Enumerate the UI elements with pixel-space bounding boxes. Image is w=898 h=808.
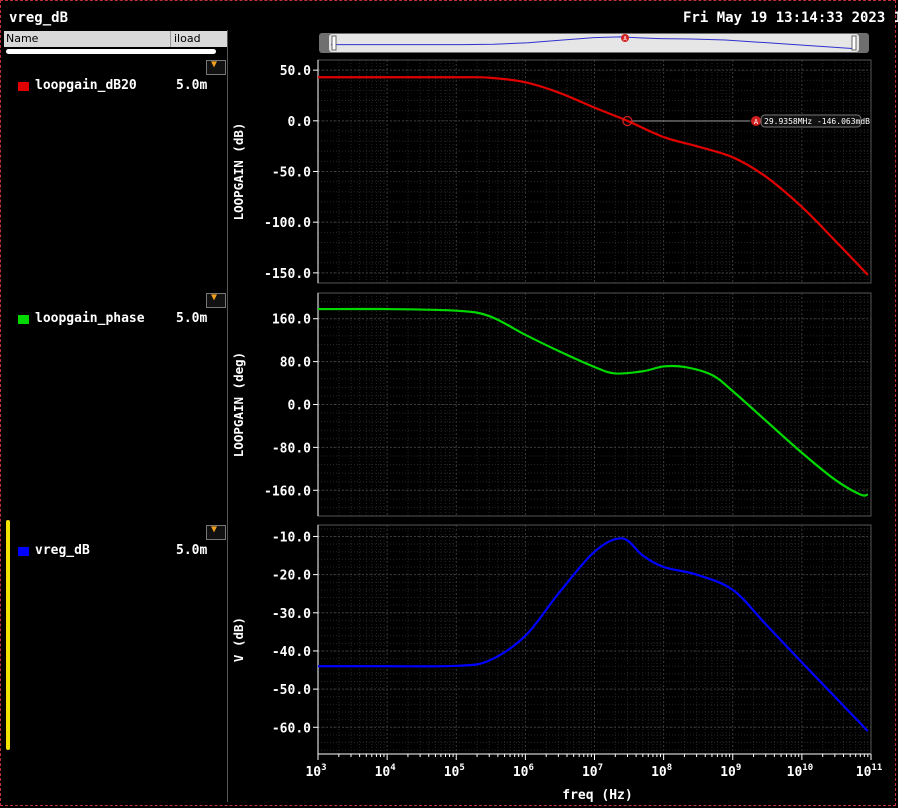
color-swatch xyxy=(18,315,29,324)
series-line-loopgain-dB20 xyxy=(317,76,869,276)
y-tick-label: 80.0 xyxy=(280,356,311,371)
y-tick-label: -20.0 xyxy=(272,569,311,584)
filter-icon[interactable]: ▼ xyxy=(206,59,226,75)
y-axis-label: LOOPGAIN (dB) xyxy=(231,123,246,221)
x-tick-label: 108 xyxy=(651,763,672,780)
column-header-iload[interactable]: iload xyxy=(174,32,201,45)
signal-row-loopgain-db20[interactable]: loopgain_dB20 5.0m xyxy=(12,78,227,96)
y-tick-label: -50.0 xyxy=(272,166,311,181)
color-swatch xyxy=(18,547,29,556)
y-tick-label: -60.0 xyxy=(272,721,311,736)
overview-marker-a-icon[interactable] xyxy=(621,34,629,42)
y-tick-label: 50.0 xyxy=(280,64,311,79)
y-tick-label: -30.0 xyxy=(272,607,311,622)
signal-name: vreg_dB xyxy=(35,543,90,558)
window-title: vreg_dB xyxy=(9,10,69,26)
series-line-loopgain-phase xyxy=(317,307,869,497)
chart-panel-3: -10.0 -20.0 -30.0 -40.0 -50.0 -60.0 V (dB) 103 1… xyxy=(231,524,883,803)
x-tick-label: 104 xyxy=(375,763,397,780)
y-tick-label: -50.0 xyxy=(272,683,311,698)
x-tick-label: 105 xyxy=(444,763,465,780)
y-tick-label: -10.0 xyxy=(272,530,311,545)
series-line-vreg-dB xyxy=(317,537,869,732)
x-tick-label: 103 xyxy=(305,763,326,780)
signal-param-value: 5.0m xyxy=(176,543,208,558)
y-tick-label: -160.0 xyxy=(264,484,311,499)
filter-icon[interactable]: ▼ xyxy=(206,524,226,540)
y-tick-label: -40.0 xyxy=(272,645,311,660)
overview-marker-letter: A xyxy=(623,36,627,43)
x-tick-label: 109 xyxy=(720,763,741,780)
signal-name: loopgain_dB20 xyxy=(35,78,137,93)
marker-letter: A xyxy=(754,118,759,126)
chart-panel-2: 160.0 80.0 0.0 -80.0 -160.0 LOOPGAIN (deg) xyxy=(231,292,872,517)
zoom-handle-right[interactable] xyxy=(851,35,857,51)
x-tick-label: 107 xyxy=(582,763,603,780)
y-tick-label: 0.0 xyxy=(288,115,312,130)
y-axis-label: LOOPGAIN (deg) xyxy=(231,352,246,457)
y-tick-label: 0.0 xyxy=(288,399,312,414)
marker-point xyxy=(622,115,633,127)
y-tick-label: -100.0 xyxy=(264,216,311,231)
x-axis-label: freq (Hz) xyxy=(562,788,632,803)
y-tick-label: -80.0 xyxy=(272,441,311,456)
marker-label: 29.9358MHz -146.063mdB xyxy=(764,117,870,126)
x-tick-label: 1010 xyxy=(787,763,814,780)
strip-selection-bar xyxy=(6,520,10,750)
signal-row-loopgain-phase[interactable]: loopgain_phase 5.0m xyxy=(12,311,227,329)
signal-param-value: 5.0m xyxy=(176,78,208,93)
signal-list-scrollbar[interactable] xyxy=(6,49,216,54)
zoom-handle-left[interactable] xyxy=(331,35,337,51)
overview-zoom-bar[interactable]: A xyxy=(319,31,869,54)
color-swatch xyxy=(18,82,29,91)
chart-panel-1: 50.0 0.0 -50.0 -100.0 -150.0 LOOPGAIN (dB) A 29… xyxy=(231,59,872,284)
column-divider[interactable] xyxy=(170,31,171,47)
y-tick-label: -150.0 xyxy=(264,267,311,282)
x-tick-label: 1011 xyxy=(856,763,883,780)
column-header-name[interactable]: Name xyxy=(6,32,39,45)
datetime-label: Fri May 19 13:14:33 2023 1 xyxy=(683,10,898,26)
y-tick-label: 160.0 xyxy=(272,313,311,328)
marker-label-box xyxy=(760,114,862,128)
filter-icon[interactable]: ▼ xyxy=(206,292,226,308)
signal-list-header: Name iload xyxy=(4,31,227,47)
pane-splitter[interactable] xyxy=(227,30,228,802)
y-axis-label: V (dB) xyxy=(231,617,246,662)
marker-a-icon xyxy=(751,115,761,126)
x-tick-label: 106 xyxy=(513,763,534,780)
signal-param-value: 5.0m xyxy=(176,311,208,326)
signal-row-vreg-db[interactable]: vreg_dB 5.0m xyxy=(12,543,227,561)
signal-name: loopgain_phase xyxy=(35,311,145,326)
